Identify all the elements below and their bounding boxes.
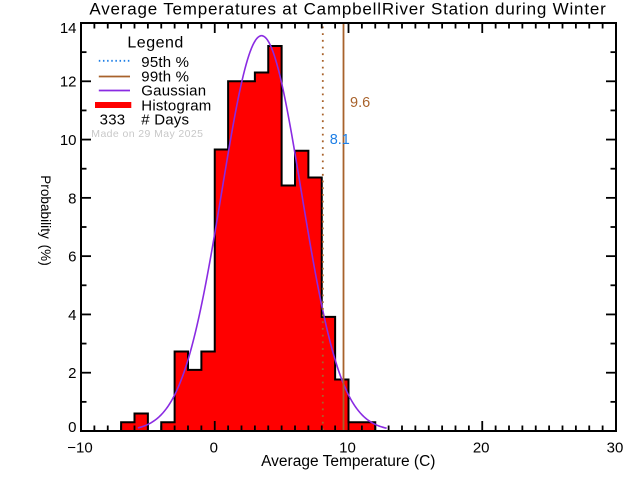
svg-text:−10: −10 xyxy=(67,440,92,457)
svg-text:8: 8 xyxy=(68,190,76,207)
svg-text:Average Temperatures at Campbe: Average Temperatures at CampbellRiver St… xyxy=(89,0,606,18)
svg-text:Average Temperature (C): Average Temperature (C) xyxy=(261,453,435,470)
svg-text:4: 4 xyxy=(68,307,76,324)
svg-text:# Days: # Days xyxy=(141,112,189,129)
svg-text:2: 2 xyxy=(68,365,76,382)
svg-text:30: 30 xyxy=(607,440,624,457)
svg-text:10: 10 xyxy=(60,132,77,149)
svg-text:Made on 29 May 2025: Made on 29 May 2025 xyxy=(91,128,203,140)
svg-text:14: 14 xyxy=(60,20,77,37)
svg-text:95th %: 95th % xyxy=(141,54,189,71)
svg-text:Probability (%): Probability (%) xyxy=(38,175,53,266)
svg-text:9.6: 9.6 xyxy=(350,95,370,111)
svg-text:Legend: Legend xyxy=(127,35,183,52)
svg-text:20: 20 xyxy=(473,440,490,457)
svg-text:10: 10 xyxy=(339,440,356,457)
svg-text:0: 0 xyxy=(210,440,218,457)
svg-text:12: 12 xyxy=(60,74,77,91)
svg-text:333: 333 xyxy=(100,112,126,129)
svg-text:8.1: 8.1 xyxy=(330,132,350,148)
svg-text:99th %: 99th % xyxy=(141,68,189,85)
svg-text:Gaussian: Gaussian xyxy=(141,83,206,100)
svg-text:6: 6 xyxy=(68,249,76,266)
svg-text:0: 0 xyxy=(68,419,76,436)
svg-text:Histogram: Histogram xyxy=(141,98,211,115)
